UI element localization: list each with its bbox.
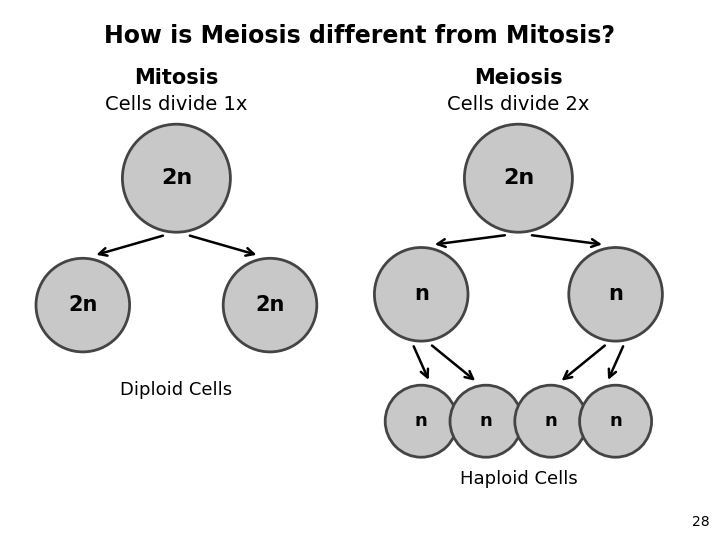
- Ellipse shape: [36, 258, 130, 352]
- Text: Mitosis: Mitosis: [134, 68, 219, 87]
- Text: Haploid Cells: Haploid Cells: [459, 470, 577, 488]
- Text: Diploid Cells: Diploid Cells: [120, 381, 233, 399]
- Text: 2n: 2n: [68, 295, 97, 315]
- Ellipse shape: [569, 247, 662, 341]
- Text: How is Meiosis different from Mitosis?: How is Meiosis different from Mitosis?: [104, 24, 616, 48]
- Text: 28: 28: [692, 515, 709, 529]
- Text: n: n: [414, 284, 428, 305]
- Ellipse shape: [464, 124, 572, 232]
- Ellipse shape: [122, 124, 230, 232]
- Text: n: n: [415, 412, 428, 430]
- Ellipse shape: [450, 385, 522, 457]
- Text: n: n: [609, 412, 622, 430]
- Ellipse shape: [374, 247, 468, 341]
- Ellipse shape: [580, 385, 652, 457]
- Text: 2n: 2n: [503, 168, 534, 188]
- Ellipse shape: [223, 258, 317, 352]
- Text: n: n: [544, 412, 557, 430]
- Text: n: n: [480, 412, 492, 430]
- Text: Meiosis: Meiosis: [474, 68, 563, 87]
- Text: n: n: [608, 284, 623, 305]
- Text: 2n: 2n: [161, 168, 192, 188]
- Text: Cells divide 1x: Cells divide 1x: [105, 94, 248, 113]
- Text: Cells divide 2x: Cells divide 2x: [447, 94, 590, 113]
- Ellipse shape: [385, 385, 457, 457]
- Ellipse shape: [515, 385, 587, 457]
- Text: 2n: 2n: [256, 295, 284, 315]
